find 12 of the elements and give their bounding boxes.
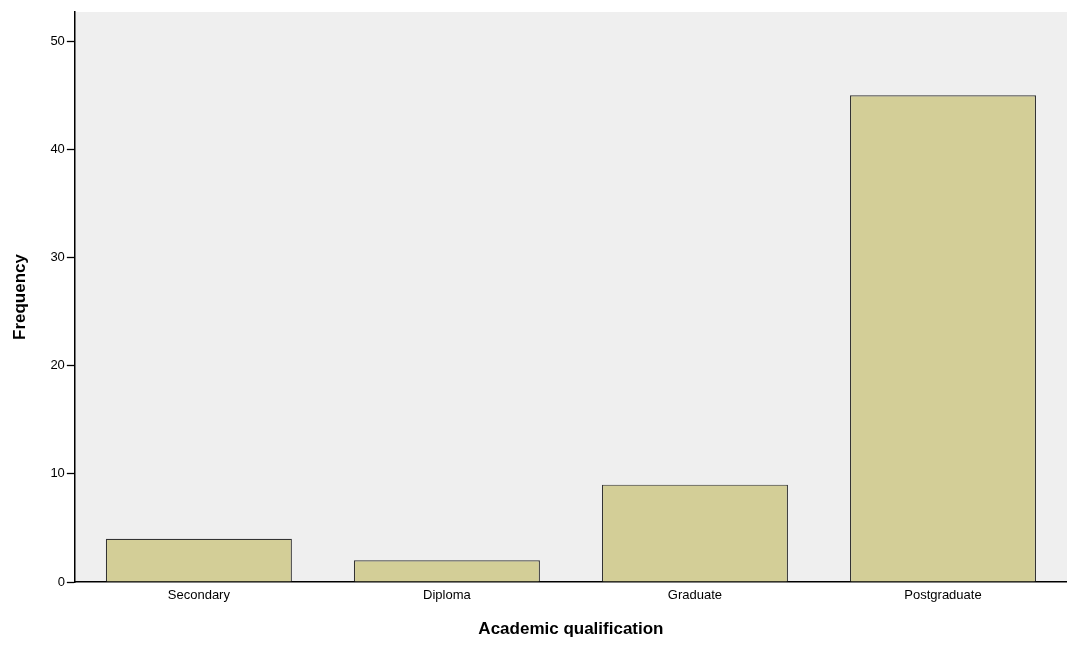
- x-tick-label: Graduate: [667, 587, 723, 603]
- y-tick-label: 0: [57, 573, 65, 589]
- y-tick-label: 50: [50, 32, 65, 48]
- y-tick-label: 10: [50, 465, 65, 481]
- x-tick-label: Diploma: [423, 587, 472, 603]
- x-tick-label: Postgraduate: [904, 587, 982, 603]
- y-tick-label: 40: [50, 140, 65, 156]
- x-axis-title: Academic qualification: [478, 619, 664, 639]
- x-tick-label: Secondary: [167, 587, 231, 603]
- y-axis-title: Frequency: [9, 253, 29, 340]
- y-tick-label: 20: [50, 357, 65, 373]
- y-tick-label: 30: [50, 249, 65, 265]
